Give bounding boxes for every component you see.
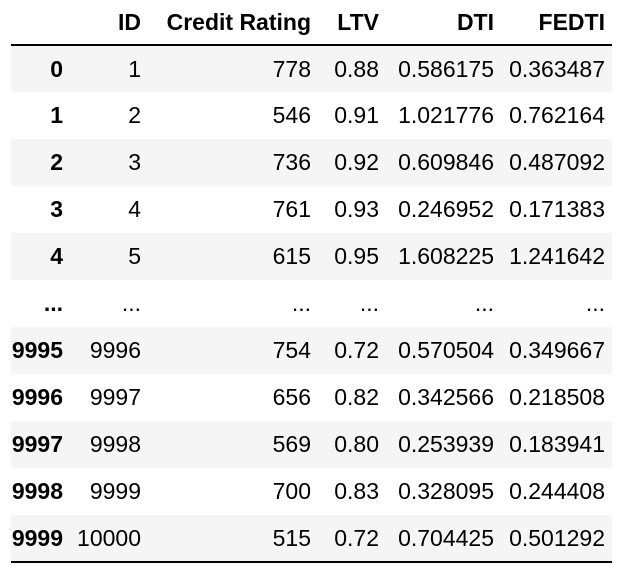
table-cell: 569: [272, 431, 311, 457]
column-header: ID: [70, 0, 148, 46]
table-cell: 9998: [89, 431, 141, 457]
header-row: ID Credit Rating LTV DTI FEDTI: [11, 0, 612, 46]
table-cell: ...: [585, 290, 605, 316]
table-row: 0 1 778 0.88 0.586175 0.363487: [11, 45, 612, 92]
table-cell: 2: [128, 102, 141, 128]
table-cell: 761: [272, 196, 311, 222]
table-cell: 0.246952: [398, 196, 494, 222]
table-cell: 0.609846: [398, 149, 494, 175]
table-row: 3 4 761 0.93 0.246952 0.171383: [11, 186, 612, 233]
table-cell: 0.218508: [509, 384, 605, 410]
table-cell: 0.253939: [398, 431, 494, 457]
table-cell: 736: [272, 149, 311, 175]
table-row: 1 2 546 0.91 1.021776 0.762164: [11, 92, 612, 139]
table-cell: 700: [272, 478, 311, 504]
column-header: DTI: [386, 0, 501, 46]
table-cell: 0.95: [334, 243, 379, 269]
table-cell: 5: [128, 243, 141, 269]
table-cell: 3: [128, 149, 141, 175]
table-cell: 0.88: [334, 55, 379, 82]
table-cell: ...: [291, 290, 311, 316]
row-index-cell: 9998: [11, 478, 63, 504]
dataframe-table: ID Credit Rating LTV DTI FEDTI 0 1 778 0.88 0.58…: [11, 0, 612, 563]
table-cell: 0.363487: [509, 55, 605, 82]
table-cell: 4: [128, 196, 141, 222]
table-cell: 0.171383: [509, 196, 605, 222]
table-cell: 0.762164: [509, 102, 605, 128]
table-row: 9998 9999 700 0.83 0.328095 0.244408: [11, 468, 612, 515]
row-index-cell: 3: [50, 196, 63, 222]
table-cell: 656: [272, 384, 311, 410]
table-cell: 0.487092: [509, 149, 605, 175]
row-index-cell: ...: [43, 290, 63, 316]
table-cell: 0.93: [334, 196, 379, 222]
table-cell: 546: [272, 102, 311, 128]
table-body: 0 1 778 0.88 0.586175 0.363487 1 2 546 0.91 1.0217…: [11, 45, 612, 563]
table-cell: 0.570504: [398, 337, 494, 363]
table-cell: 0.82: [334, 384, 379, 410]
table-row: 9997 9998 569 0.80 0.253939 0.183941: [11, 421, 612, 468]
table-row: 2 3 736 0.92 0.609846 0.487092: [11, 139, 612, 186]
table-cell: 0.586175: [398, 55, 494, 82]
table-cell: 10000: [70, 515, 148, 563]
table-cell: 0.92: [334, 149, 379, 175]
table-cell: ...: [474, 290, 494, 316]
table-cell: 0.342566: [398, 384, 494, 410]
table-cell: 754: [272, 337, 311, 363]
table-cell: 9997: [89, 384, 141, 410]
table-row: 9996 9997 656 0.82 0.342566 0.218508: [11, 374, 612, 421]
table-cell: 0.501292: [501, 515, 612, 563]
row-index-cell: 4: [50, 243, 63, 269]
table-cell: 0.244408: [509, 478, 605, 504]
table-header: ID Credit Rating LTV DTI FEDTI: [11, 0, 612, 46]
table-cell: 0.80: [334, 431, 379, 457]
row-index-cell: 9997: [11, 431, 63, 457]
table-cell: 615: [272, 243, 311, 269]
table-cell: 0.183941: [509, 431, 605, 457]
table-row: 9995 9996 754 0.72 0.570504 0.349667: [11, 327, 612, 374]
table-row: ..................: [11, 280, 612, 327]
table-row: 4 5 615 0.95 1.608225 1.241642: [11, 233, 612, 280]
table-cell: 0.91: [334, 102, 379, 128]
table-cell: 1: [128, 55, 141, 82]
table-cell: 0.704425: [386, 515, 501, 563]
column-header: Credit Rating: [148, 0, 318, 46]
row-index-cell: 9999: [11, 515, 70, 563]
row-index-cell: 2: [50, 149, 63, 175]
table-cell: ...: [121, 290, 141, 316]
row-index-cell: 0: [50, 55, 63, 82]
index-column-header: [11, 0, 70, 46]
table-cell: 9996: [89, 337, 141, 363]
table-cell: 0.349667: [509, 337, 605, 363]
table-row: 9999 10000 515 0.72 0.704425 0.501292: [11, 515, 612, 563]
table-cell: 0.83: [334, 478, 379, 504]
table-cell: 515: [148, 515, 318, 563]
row-index-cell: 9996: [11, 384, 63, 410]
row-index-cell: 1: [50, 102, 63, 128]
table-cell: 0.72: [318, 515, 386, 563]
table-cell: 778: [272, 55, 311, 82]
table-cell: ...: [359, 290, 379, 316]
table-cell: 0.328095: [398, 478, 494, 504]
table-cell: 1.241642: [509, 243, 605, 269]
table-cell: 1.608225: [398, 243, 494, 269]
table-cell: 0.72: [334, 337, 379, 363]
table-cell: 1.021776: [398, 102, 494, 128]
column-header: FEDTI: [501, 0, 612, 46]
row-index-cell: 9995: [11, 337, 63, 363]
table-cell: 9999: [89, 478, 141, 504]
column-header: LTV: [318, 0, 386, 46]
